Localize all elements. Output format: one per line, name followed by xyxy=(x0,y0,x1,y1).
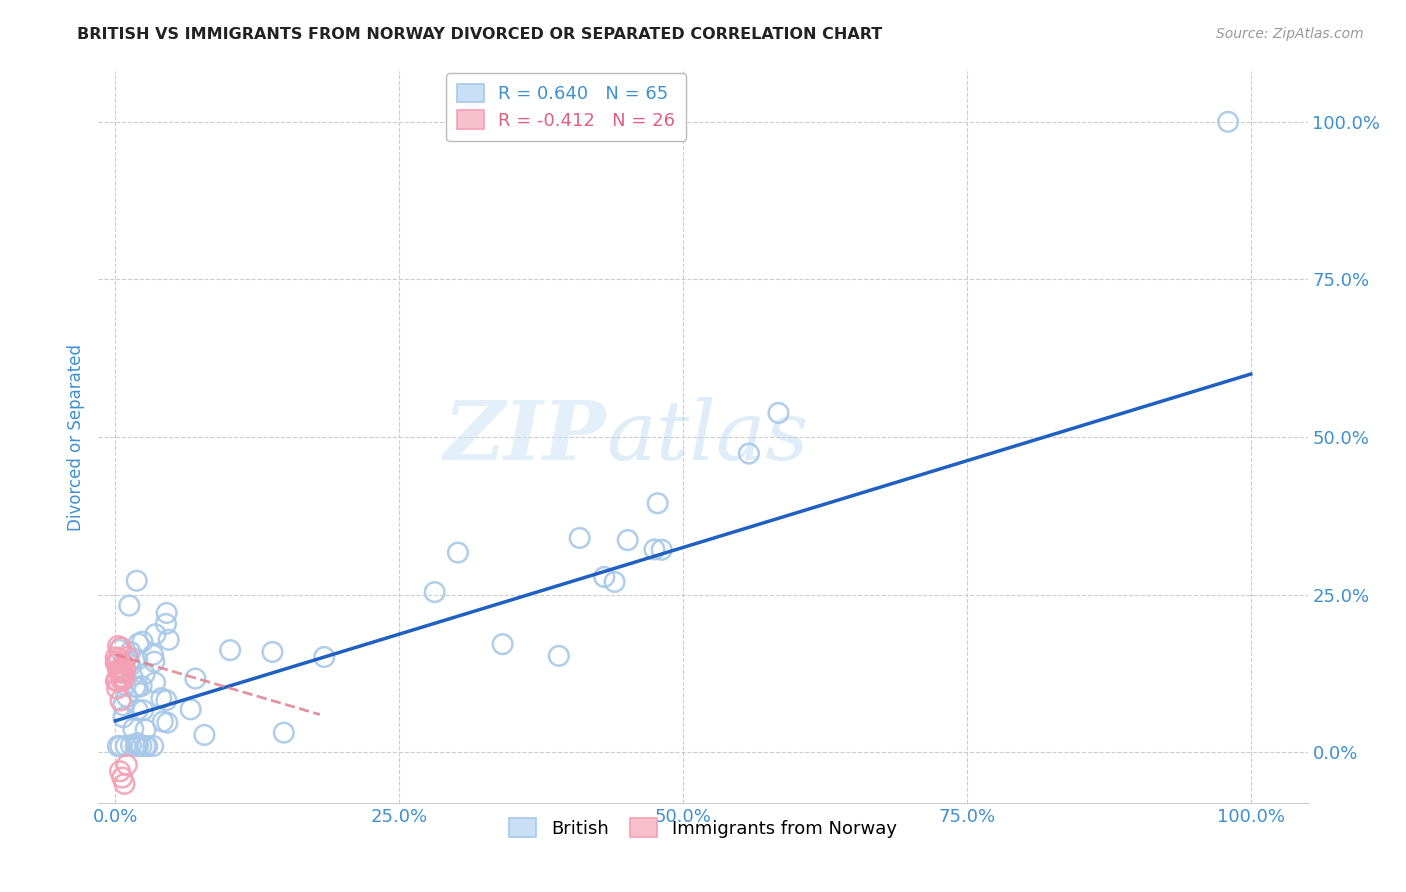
Point xyxy=(112,710,135,724)
Point xyxy=(105,681,128,696)
Text: BRITISH VS IMMIGRANTS FROM NORWAY DIVORCED OR SEPARATED CORRELATION CHART: BRITISH VS IMMIGRANTS FROM NORWAY DIVORC… xyxy=(77,27,883,42)
Point xyxy=(180,702,202,716)
Point xyxy=(110,693,132,707)
Point xyxy=(135,739,157,753)
Point xyxy=(135,723,157,737)
Point xyxy=(122,722,145,736)
Text: atlas: atlas xyxy=(606,397,808,477)
Point xyxy=(112,673,135,687)
Point xyxy=(152,714,174,729)
Point xyxy=(114,678,136,692)
Point xyxy=(110,670,132,684)
Point xyxy=(107,663,129,677)
Point xyxy=(547,648,569,663)
Point xyxy=(647,496,669,510)
Point xyxy=(111,665,134,680)
Point xyxy=(127,736,149,750)
Point xyxy=(131,634,153,648)
Point xyxy=(104,650,127,665)
Point xyxy=(603,574,626,589)
Point xyxy=(142,648,165,662)
Point xyxy=(117,649,139,664)
Point xyxy=(124,739,146,753)
Point xyxy=(111,771,134,785)
Point xyxy=(156,715,179,730)
Point xyxy=(127,703,149,717)
Point xyxy=(120,738,142,752)
Point xyxy=(124,680,146,694)
Point xyxy=(193,728,215,742)
Point xyxy=(115,758,138,772)
Point xyxy=(155,693,177,707)
Point xyxy=(127,739,149,753)
Point xyxy=(114,662,136,676)
Point xyxy=(118,656,141,670)
Point xyxy=(115,690,138,704)
Point xyxy=(145,627,167,641)
Point xyxy=(112,698,135,713)
Point xyxy=(132,703,155,717)
Point xyxy=(112,657,135,672)
Point xyxy=(447,545,470,559)
Point xyxy=(616,533,638,547)
Point xyxy=(593,570,616,584)
Point xyxy=(131,679,153,693)
Point xyxy=(131,739,153,753)
Point xyxy=(134,667,156,681)
Point xyxy=(651,542,673,557)
Point xyxy=(125,574,148,588)
Point xyxy=(114,777,136,791)
Point xyxy=(111,663,134,677)
Legend: British, Immigrants from Norway: British, Immigrants from Norway xyxy=(502,811,904,845)
Point xyxy=(108,764,131,779)
Point xyxy=(156,606,179,620)
Point xyxy=(136,739,159,753)
Point xyxy=(262,645,284,659)
Point xyxy=(1216,115,1239,129)
Point xyxy=(184,672,207,686)
Point xyxy=(108,651,131,665)
Point xyxy=(110,640,132,655)
Point xyxy=(738,446,761,460)
Point xyxy=(423,585,446,599)
Point xyxy=(314,650,336,665)
Point xyxy=(120,645,142,659)
Text: ZIP: ZIP xyxy=(444,397,606,477)
Point xyxy=(150,691,173,706)
Point xyxy=(219,643,242,657)
Point xyxy=(105,673,128,688)
Point xyxy=(127,652,149,666)
Point xyxy=(643,542,665,557)
Point xyxy=(273,725,295,739)
Point xyxy=(121,669,143,683)
Point xyxy=(768,406,790,420)
Point xyxy=(127,680,149,694)
Point xyxy=(155,616,177,631)
Point xyxy=(491,637,513,651)
Point xyxy=(107,739,129,753)
Point xyxy=(127,637,149,651)
Point xyxy=(118,599,141,613)
Point xyxy=(568,531,591,545)
Point xyxy=(107,639,129,653)
Point xyxy=(105,656,128,670)
Point xyxy=(108,665,131,680)
Point xyxy=(110,661,132,675)
Point xyxy=(104,673,127,688)
Point xyxy=(110,673,132,687)
Point xyxy=(108,643,131,657)
Point xyxy=(143,675,166,690)
Point xyxy=(110,739,132,753)
Point xyxy=(120,658,142,673)
Point xyxy=(104,656,127,670)
Point xyxy=(114,739,136,753)
Point xyxy=(143,655,166,669)
Point xyxy=(157,632,180,647)
Point xyxy=(142,739,165,753)
Y-axis label: Divorced or Separated: Divorced or Separated xyxy=(66,343,84,531)
Point xyxy=(105,655,128,669)
Text: Source: ZipAtlas.com: Source: ZipAtlas.com xyxy=(1216,27,1364,41)
